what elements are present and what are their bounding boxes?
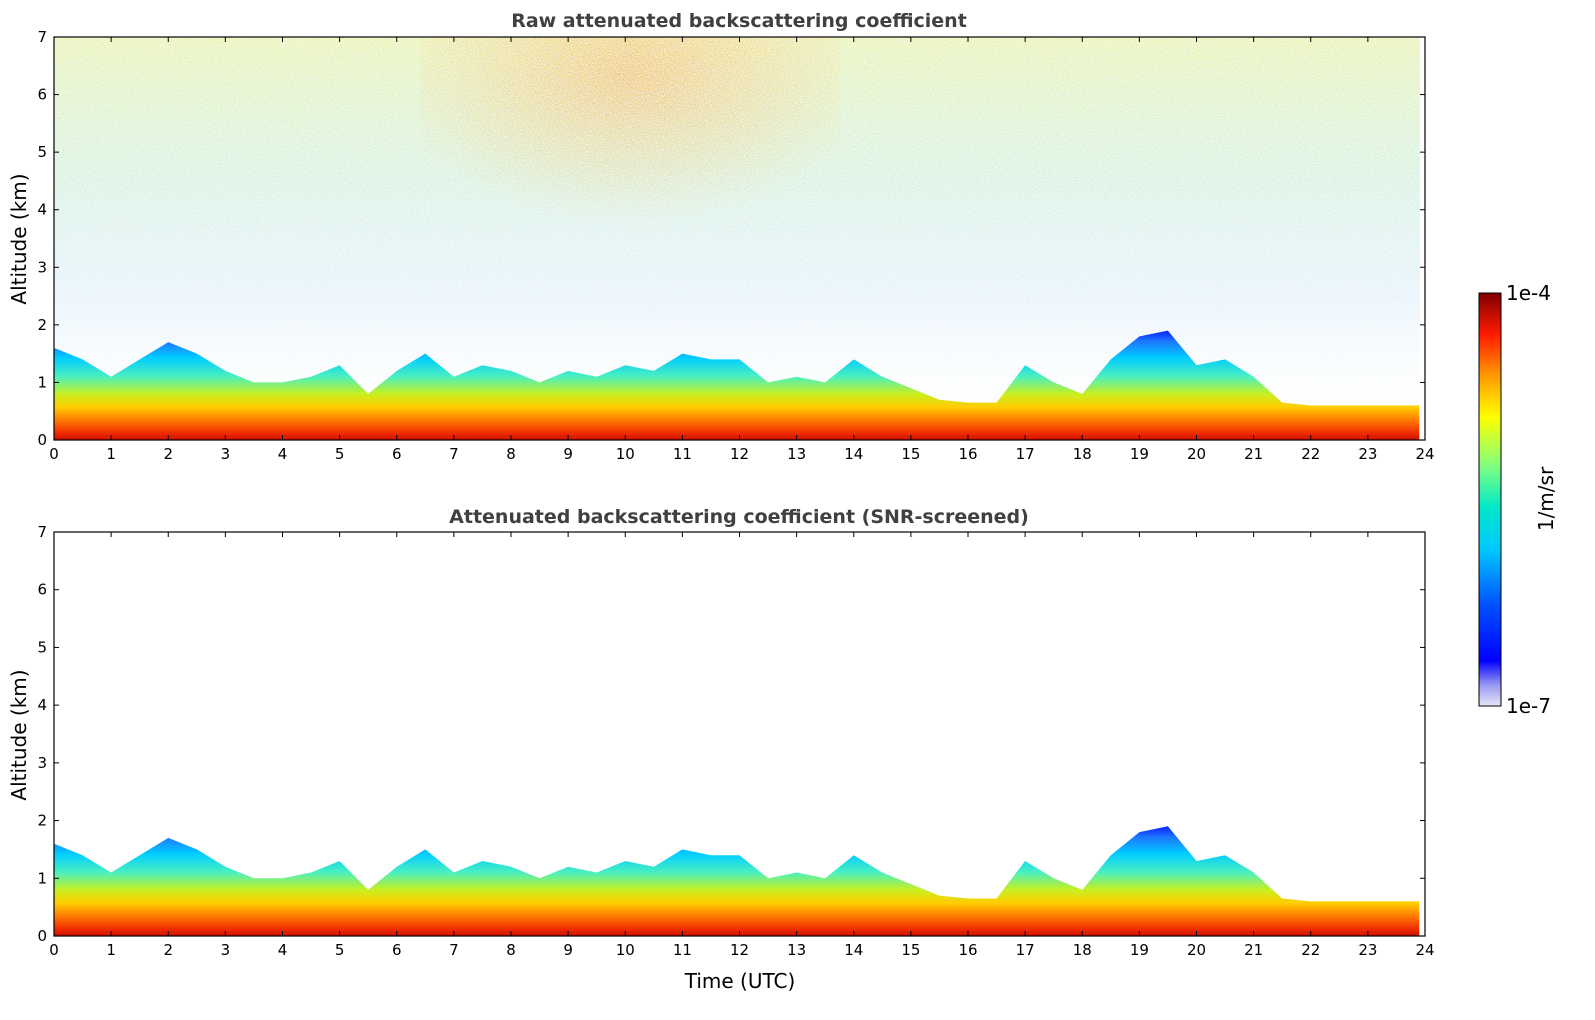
x-tick-label: 17 — [1016, 941, 1035, 959]
x-tick-label: 20 — [1187, 941, 1206, 959]
x-tick-label: 23 — [1358, 445, 1377, 463]
x-tick-label: 16 — [958, 445, 977, 463]
x-tick-label: 22 — [1301, 445, 1320, 463]
x-tick-label: 18 — [1073, 445, 1092, 463]
ticks-raw: 0 1 2 3 4 5 6 7 8 9 10 11 12 13 14 15 16 17 18 19 20 21 22 23 24… — [37, 28, 1434, 463]
x-tick-label: 6 — [392, 445, 402, 463]
y-tick-label: 4 — [37, 696, 47, 714]
x-tick-label: 13 — [787, 445, 806, 463]
x-tick-label: 7 — [449, 941, 459, 959]
y-tick-label: 0 — [37, 431, 47, 449]
x-tick-label: 17 — [1016, 445, 1035, 463]
x-tick-label: 23 — [1358, 941, 1377, 959]
x-tick-label: 0 — [49, 445, 59, 463]
x-tick-label: 19 — [1130, 941, 1149, 959]
y-tick-label: 7 — [37, 523, 47, 541]
panel-raw: Raw attenuated backscattering coefficien… — [7, 10, 1435, 463]
x-tick-label: 20 — [1187, 445, 1206, 463]
x-tick-label: 12 — [730, 445, 749, 463]
x-tick-label: 1 — [106, 941, 116, 959]
colorbar-max-label: 1e-4 — [1506, 281, 1551, 305]
y-tick-label: 1 — [37, 869, 47, 887]
heatmap-raw — [54, 37, 1420, 440]
x-tick-label: 15 — [901, 941, 920, 959]
x-tick-label: 3 — [221, 445, 231, 463]
y-tick-label: 7 — [37, 28, 47, 46]
x-tick-label: 19 — [1130, 445, 1149, 463]
y-tick-label: 5 — [37, 143, 47, 161]
x-tick-label: 9 — [563, 941, 573, 959]
colorbar-gradient — [1478, 292, 1502, 707]
x-tick-label: 6 — [392, 941, 402, 959]
ylabel-screened: Altitude (km) — [7, 669, 31, 800]
y-tick-label: 1 — [37, 373, 47, 391]
x-tick-label: 5 — [335, 941, 345, 959]
x-tick-label: 12 — [730, 941, 749, 959]
x-tick-label: 14 — [844, 941, 863, 959]
x-tick-label: 8 — [506, 941, 516, 959]
x-tick-label: 4 — [278, 445, 288, 463]
colorbar-min-label: 1e-7 — [1506, 694, 1551, 718]
x-tick-label: 24 — [1415, 941, 1434, 959]
y-tick-label: 6 — [37, 86, 47, 104]
panel-screened: Attenuated backscattering coefficient (S… — [7, 506, 1435, 993]
y-tick-label: 0 — [37, 927, 47, 945]
y-tick-label: 4 — [37, 201, 47, 219]
x-tick-label: 3 — [221, 941, 231, 959]
x-tick-label: 8 — [506, 445, 516, 463]
x-tick-label: 21 — [1244, 941, 1263, 959]
boundary-layer-area — [54, 330, 1420, 440]
x-tick-label: 21 — [1244, 445, 1263, 463]
y-tick-label: 6 — [37, 581, 47, 599]
x-tick-label: 24 — [1415, 445, 1434, 463]
heatmap-screened — [54, 826, 1420, 936]
y-tick-label: 2 — [37, 812, 47, 830]
x-tick-label: 11 — [673, 941, 692, 959]
colorbar-unit-label: 1/m/sr — [1534, 466, 1558, 531]
x-tick-label: 2 — [163, 941, 173, 959]
ticks-screened: 0 1 2 3 4 5 6 7 8 9 10 11 12 13 14 15 16 17 18 19 20 21 22 23 24… — [37, 523, 1434, 959]
y-tick-label: 3 — [37, 258, 47, 276]
x-tick-label: 16 — [958, 941, 977, 959]
y-tick-label: 2 — [37, 316, 47, 334]
x-tick-label: 1 — [106, 445, 116, 463]
x-tick-label: 4 — [278, 941, 288, 959]
x-tick-label: 11 — [673, 445, 692, 463]
x-tick-label: 22 — [1301, 941, 1320, 959]
boundary-layer-area — [54, 826, 1420, 936]
y-tick-label: 5 — [37, 638, 47, 656]
x-tick-label: 15 — [901, 445, 920, 463]
x-tick-label: 10 — [616, 445, 635, 463]
x-tick-label: 9 — [563, 445, 573, 463]
y-tick-label: 3 — [37, 754, 47, 772]
x-tick-label: 0 — [49, 941, 59, 959]
x-tick-label: 18 — [1073, 941, 1092, 959]
x-tick-label: 7 — [449, 445, 459, 463]
chart-title-raw: Raw attenuated backscattering coefficien… — [511, 10, 967, 32]
xlabel-screened: Time (UTC) — [684, 969, 796, 993]
x-tick-label: 2 — [163, 445, 173, 463]
ylabel-raw: Altitude (km) — [7, 173, 31, 304]
x-tick-label: 14 — [844, 445, 863, 463]
x-tick-label: 13 — [787, 941, 806, 959]
chart-title-screened: Attenuated backscattering coefficient (S… — [449, 506, 1029, 528]
x-tick-label: 10 — [616, 941, 635, 959]
x-tick-label: 5 — [335, 445, 345, 463]
colorbar: 1e-4 1e-7 1/m/sr — [1478, 281, 1558, 718]
